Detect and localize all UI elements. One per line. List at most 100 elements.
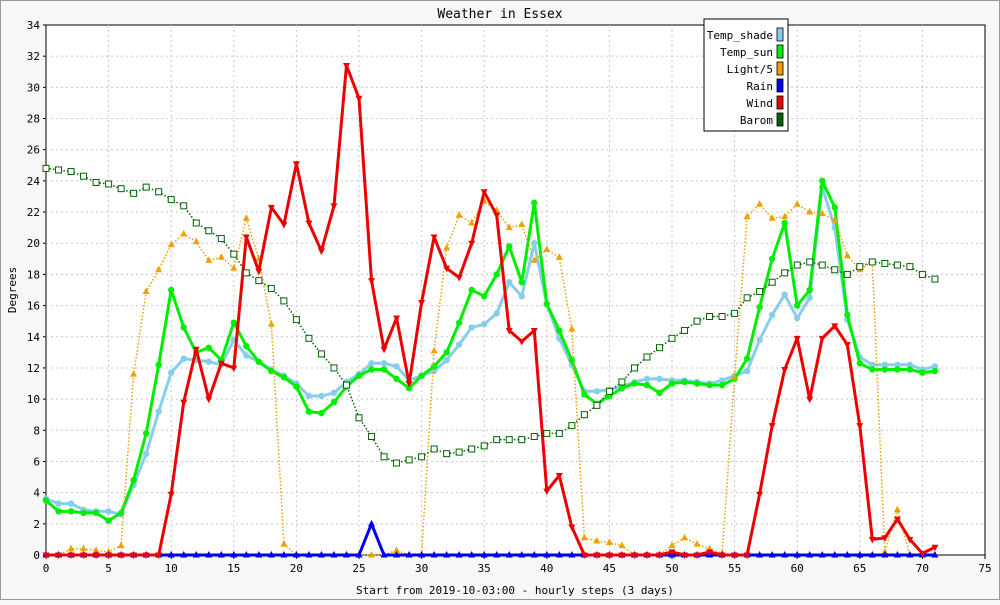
data-point-temp-sun <box>255 358 263 365</box>
data-point-barom <box>605 387 613 395</box>
data-point-barom <box>655 344 663 352</box>
data-point-barom <box>180 202 188 210</box>
data-point-light-5 <box>793 200 801 207</box>
data-point-barom <box>105 180 113 188</box>
data-point-wind <box>242 234 250 241</box>
data-point-wind <box>818 335 826 343</box>
data-point-rain <box>868 551 876 558</box>
data-point-temp-shade <box>869 361 876 369</box>
data-point-temp-sun <box>518 279 525 286</box>
data-point-temp-sun <box>55 508 62 515</box>
data-point-light-5 <box>117 541 125 549</box>
data-point-temp-shade <box>155 408 162 415</box>
data-point-rain <box>793 551 801 558</box>
y-tick-label: 2 <box>33 518 40 531</box>
data-point-rain <box>818 551 826 558</box>
data-point-rain <box>843 551 851 558</box>
data-point-temp-sun <box>393 375 400 383</box>
data-point-light-5 <box>605 538 613 546</box>
data-point-rain <box>468 551 476 558</box>
data-point-rain <box>806 551 814 558</box>
data-point-temp-shade <box>768 311 776 319</box>
data-point-barom <box>806 258 814 266</box>
data-point-light-5 <box>568 324 576 332</box>
data-point-temp-sun <box>568 356 576 364</box>
chart-title: Weather in Essex <box>437 7 562 22</box>
y-tick-label: 14 <box>27 331 41 344</box>
y-tick-label: 28 <box>27 113 40 126</box>
legend-swatch <box>776 78 784 93</box>
data-point-light-5 <box>781 212 789 220</box>
data-point-light-5 <box>242 214 250 221</box>
series-rain <box>42 519 939 558</box>
data-point-wind <box>117 552 125 559</box>
data-point-wind <box>618 552 626 559</box>
data-point-temp-sun <box>781 219 788 227</box>
data-point-rain <box>568 551 576 558</box>
data-point-light-5 <box>230 264 238 271</box>
data-point-rain <box>443 551 451 558</box>
data-point-barom <box>793 261 801 269</box>
series-line-wind <box>46 64 936 557</box>
data-point-rain <box>368 519 376 527</box>
data-point-barom <box>831 266 839 274</box>
data-point-rain <box>380 551 388 558</box>
data-point-wind <box>643 552 651 559</box>
data-point-wind <box>843 342 851 349</box>
data-point-temp-shade <box>168 369 175 376</box>
y-tick-label: 30 <box>27 81 40 94</box>
data-point-wind <box>368 278 376 285</box>
data-point-wind <box>430 234 438 241</box>
data-point-wind <box>280 222 288 229</box>
data-point-barom <box>881 260 889 267</box>
data-point-rain <box>242 551 250 558</box>
data-point-barom <box>518 436 526 444</box>
data-point-temp-sun <box>643 381 651 389</box>
x-tick-label: 15 <box>227 562 240 575</box>
x-tick-label: 35 <box>478 562 491 575</box>
data-point-light-5 <box>180 229 188 237</box>
data-point-barom <box>142 183 150 191</box>
data-point-wind <box>443 265 451 273</box>
data-point-wind <box>793 335 801 343</box>
data-point-barom <box>455 448 463 456</box>
data-point-barom <box>818 261 826 269</box>
data-point-rain <box>292 551 300 558</box>
data-point-temp-shade <box>55 500 62 507</box>
data-point-rain <box>906 551 914 558</box>
data-point-rain <box>317 551 325 558</box>
data-point-temp-shade <box>806 294 813 301</box>
data-point-rain <box>518 551 526 558</box>
series-barom <box>42 164 939 467</box>
data-point-temp-sun <box>230 319 237 326</box>
data-point-temp-sun <box>168 286 175 294</box>
data-point-barom <box>630 364 638 372</box>
data-point-light-5 <box>893 505 901 513</box>
data-point-temp-sun <box>468 286 475 294</box>
data-point-temp-shade <box>305 392 313 400</box>
data-point-temp-sun <box>543 300 550 308</box>
legend-swatch <box>776 112 784 127</box>
data-point-temp-sun <box>67 508 75 515</box>
data-point-wind <box>455 275 463 282</box>
x-tick-label: 25 <box>352 562 365 575</box>
x-tick-label: 5 <box>105 562 112 575</box>
data-point-temp-sun <box>205 344 212 351</box>
data-point-light-5 <box>430 346 438 354</box>
data-point-barom <box>342 381 350 389</box>
data-point-temp-sun <box>556 327 563 334</box>
data-point-barom <box>530 433 538 441</box>
data-point-temp-shade <box>380 360 388 367</box>
data-point-temp-shade <box>593 388 601 395</box>
data-point-barom <box>480 442 488 450</box>
data-point-rain <box>330 551 338 558</box>
data-point-light-5 <box>580 533 588 541</box>
data-point-barom <box>781 269 789 277</box>
data-point-temp-sun <box>330 399 338 406</box>
data-point-temp-sun <box>681 378 688 386</box>
data-point-barom <box>92 178 100 186</box>
data-point-wind <box>230 365 238 372</box>
legend-label: Light/5 <box>727 63 773 76</box>
data-point-wind <box>806 396 814 404</box>
